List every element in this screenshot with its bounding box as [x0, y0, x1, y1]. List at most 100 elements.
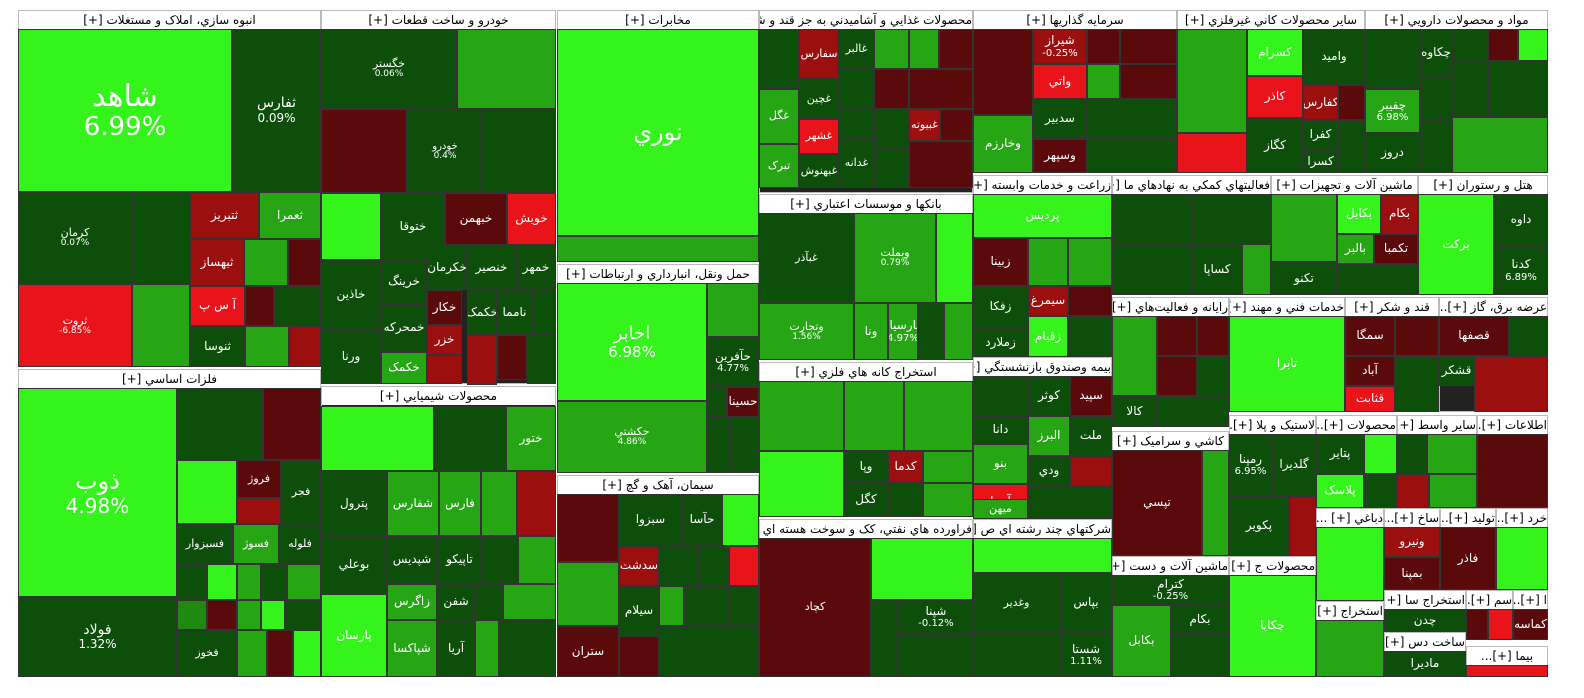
sector-header[interactable]: ساير واسط [+]...	[1398, 416, 1476, 434]
sector-header[interactable]: محصولات شيميايي [+]	[322, 387, 555, 405]
stock-tile[interactable]	[177, 388, 263, 460]
sector-header[interactable]: بيما [+]...	[1467, 647, 1547, 665]
stock-tile[interactable]: کاذر	[1247, 76, 1303, 118]
stock-tile[interactable]	[904, 381, 973, 451]
stock-tile[interactable]: حکشتي 4.86%	[557, 401, 707, 473]
stock-tile[interactable]	[1364, 434, 1397, 474]
sector-header[interactable]: محصولات ج [+]...	[1230, 557, 1315, 575]
stock-tile[interactable]	[475, 584, 503, 620]
stock-tile[interactable]	[1427, 434, 1477, 474]
stock-tile[interactable]: شفن	[437, 584, 475, 620]
stock-tile[interactable]	[132, 284, 190, 367]
stock-tile[interactable]: سبزوا	[619, 494, 682, 546]
sector-header[interactable]: توليد [+]...	[1441, 509, 1495, 527]
stock-tile[interactable]	[293, 630, 321, 677]
stock-tile[interactable]	[1466, 609, 1488, 640]
stock-tile[interactable]	[888, 483, 923, 517]
stock-tile[interactable]: ثنوسا	[190, 326, 245, 367]
stock-tile[interactable]	[707, 283, 759, 337]
stock-tile[interactable]	[427, 355, 462, 384]
stock-tile[interactable]	[517, 471, 556, 536]
stock-tile[interactable]: سفارس	[799, 29, 839, 79]
stock-tile[interactable]: کرمان 0.07%	[18, 192, 132, 284]
sector-header[interactable]: سم [+]...	[1467, 591, 1512, 609]
stock-tile[interactable]: وغدير	[973, 573, 1060, 633]
stock-tile[interactable]	[1028, 486, 1112, 519]
stock-tile[interactable]	[177, 600, 207, 630]
stock-tile[interactable]	[321, 193, 381, 260]
stock-tile[interactable]	[973, 538, 1112, 573]
stock-tile[interactable]: قصفها	[1439, 316, 1509, 356]
stock-tile[interactable]	[1112, 244, 1192, 295]
stock-tile[interactable]	[1488, 29, 1518, 61]
stock-tile[interactable]	[1087, 139, 1177, 173]
stock-tile[interactable]: خبهمن	[445, 193, 507, 245]
sector-header[interactable]: ماشين آلات و دست [+]...	[1113, 557, 1228, 575]
stock-tile[interactable]: زفکا	[973, 286, 1028, 328]
stock-tile[interactable]: فارس	[439, 471, 481, 536]
stock-tile[interactable]	[871, 538, 973, 600]
sector-header[interactable]: لاستيک و پلا [+]...	[1230, 416, 1315, 434]
sector-header[interactable]: قند و شکر [+]	[1346, 298, 1438, 316]
stock-tile[interactable]: بمپنا	[1384, 557, 1440, 590]
stock-tile[interactable]	[1177, 133, 1247, 173]
stock-tile[interactable]	[557, 236, 759, 262]
stock-tile[interactable]	[263, 388, 321, 460]
stock-tile[interactable]	[659, 626, 759, 677]
stock-tile[interactable]: رمپنا 6.95%	[1229, 434, 1272, 496]
stock-tile[interactable]	[237, 564, 261, 600]
stock-tile[interactable]	[729, 546, 759, 586]
sector-header[interactable]: شرکتهاي چند رشته اي ص [+]...	[974, 520, 1111, 538]
stock-tile[interactable]: تاپيکو	[437, 536, 482, 584]
sector-header[interactable]: عرضه برق، گاز [+]...	[1440, 298, 1547, 316]
stock-tile[interactable]: غگل	[759, 89, 799, 144]
stock-tile[interactable]: پتاير	[1316, 434, 1364, 474]
stock-tile[interactable]	[1028, 238, 1068, 286]
stock-tile[interactable]: ذوب 4.98%	[18, 388, 177, 597]
stock-tile[interactable]	[1488, 609, 1513, 640]
stock-tile[interactable]	[481, 471, 517, 536]
stock-tile[interactable]	[659, 586, 684, 626]
stock-tile[interactable]	[874, 69, 909, 109]
stock-tile[interactable]: کسرا	[1303, 150, 1338, 173]
sector-header[interactable]: محصولات [+]...	[1317, 416, 1396, 434]
stock-tile[interactable]	[483, 109, 556, 193]
stock-tile[interactable]	[321, 406, 434, 471]
sector-header[interactable]: سيمان، آهک و گچ [+]	[558, 476, 758, 494]
stock-tile[interactable]: اخابر 6.98%	[557, 283, 707, 401]
stock-tile[interactable]	[871, 600, 899, 677]
stock-tile[interactable]: فولاد 1.32%	[18, 597, 177, 677]
stock-tile[interactable]: پلاسک	[1316, 474, 1364, 508]
stock-tile[interactable]	[244, 239, 288, 286]
stock-tile[interactable]: قشکر	[1439, 356, 1474, 386]
stock-tile[interactable]	[532, 290, 556, 335]
stock-tile[interactable]: نوري	[557, 29, 759, 236]
stock-tile[interactable]	[1365, 29, 1420, 89]
stock-tile[interactable]: تکمبا	[1374, 234, 1418, 264]
stock-tile[interactable]: پترول	[321, 471, 387, 536]
stock-tile[interactable]	[132, 192, 190, 284]
stock-tile[interactable]: خودرو 0.4%	[407, 109, 483, 193]
stock-tile[interactable]	[237, 498, 281, 524]
stock-tile[interactable]: نامما	[497, 290, 532, 335]
stock-tile[interactable]	[1452, 29, 1488, 61]
stock-tile[interactable]: خکمک	[467, 290, 497, 335]
stock-tile[interactable]: غبهنوش	[799, 154, 839, 188]
stock-tile[interactable]	[1087, 29, 1120, 64]
stock-tile[interactable]: فسوژ	[233, 524, 279, 564]
stock-tile[interactable]: سيمرغ	[1028, 286, 1068, 316]
stock-tile[interactable]: زبينا	[973, 238, 1028, 286]
stock-tile[interactable]: چدن	[1384, 609, 1466, 632]
stock-tile[interactable]: ودي	[1028, 456, 1070, 486]
stock-tile[interactable]: خکمک	[381, 352, 427, 384]
stock-tile[interactable]	[684, 586, 729, 626]
sector-header[interactable]: حمل ونقل، انبارداري و ارتباطات [+]	[558, 265, 758, 283]
stock-tile[interactable]: بکام	[1381, 194, 1418, 234]
stock-tile[interactable]: کساپا	[1192, 244, 1242, 295]
stock-tile[interactable]	[261, 600, 285, 630]
stock-tile[interactable]	[245, 326, 289, 367]
stock-tile[interactable]: پارسان	[321, 594, 387, 677]
stock-tile[interactable]: کوثر	[1028, 376, 1070, 416]
stock-tile[interactable]	[1466, 665, 1548, 677]
stock-tile[interactable]: شپاکسا	[387, 620, 437, 677]
